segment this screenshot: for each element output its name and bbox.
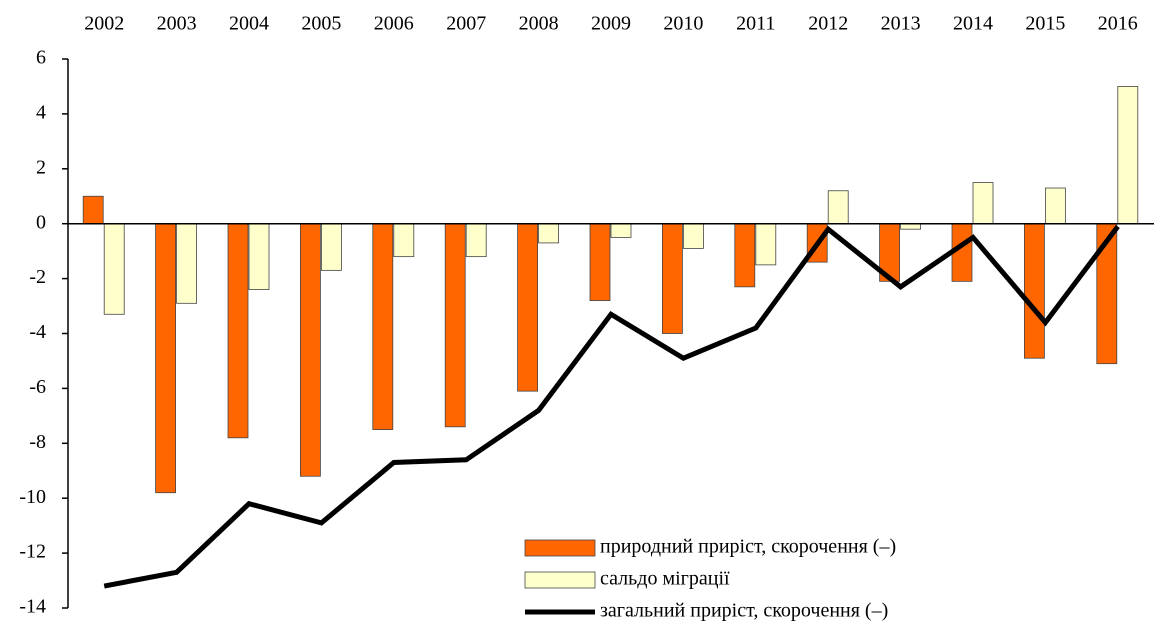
bar [734, 223, 756, 288]
bar [517, 223, 538, 392]
x-tick-label: 2007 [446, 13, 486, 35]
y-tick-label: 4 [36, 101, 46, 123]
y-tick-label: 6 [36, 47, 46, 69]
bar [155, 223, 177, 494]
bar [900, 223, 921, 230]
legend-label: природний приріст, скорочення (–) [600, 536, 896, 558]
legend-label: сальдо міграції [600, 568, 730, 590]
bar [683, 223, 704, 249]
x-tick-label: 2014 [953, 13, 993, 35]
bar [1024, 223, 1045, 359]
x-tick-label: 2010 [663, 13, 703, 35]
line [103, 224, 1120, 589]
y-tick-label: -6 [29, 376, 46, 398]
y-tick-label: -4 [29, 321, 46, 343]
bar [1117, 86, 1139, 225]
y-tick-label: -10 [19, 486, 46, 508]
bar [465, 223, 487, 258]
y-tick-label: 2 [36, 156, 46, 178]
x-tick-label: 2005 [301, 13, 341, 35]
bar [176, 223, 198, 304]
x-tick-label: 2016 [1098, 13, 1138, 35]
bar [82, 195, 104, 225]
y-tick-label: -12 [19, 541, 46, 563]
bar [972, 182, 994, 225]
x-tick-label: 2003 [157, 13, 197, 35]
bar [610, 223, 632, 238]
bar [444, 223, 466, 428]
bar [589, 223, 611, 301]
legend-label: загальний приріст, скорочення (–) [600, 600, 888, 622]
bar [662, 223, 683, 334]
legend-swatch [524, 539, 596, 557]
x-tick-label: 2008 [519, 13, 559, 35]
bar [755, 223, 777, 266]
bar [103, 223, 125, 315]
bar [372, 223, 394, 430]
x-tick-label: 2013 [881, 13, 921, 35]
bar [299, 223, 321, 477]
bar [248, 223, 270, 290]
bar [1045, 187, 1066, 225]
x-tick-label: 2006 [374, 13, 414, 35]
bar [393, 223, 415, 258]
x-tick-label: 2002 [84, 13, 124, 35]
x-tick-label: 2012 [808, 13, 848, 35]
legend-swatch [524, 571, 596, 589]
bar [827, 190, 849, 225]
x-tick-label: 2009 [591, 13, 631, 35]
y-tick-label: -14 [19, 596, 46, 618]
y-tick-label: -2 [29, 266, 46, 288]
x-tick-label: 2011 [736, 13, 775, 35]
y-tick-label: -8 [29, 431, 46, 453]
bar [227, 223, 249, 439]
x-tick-label: 2004 [229, 13, 269, 35]
bar [538, 223, 559, 244]
x-tick-label: 2015 [1025, 13, 1065, 35]
y-tick-label: 0 [36, 211, 46, 233]
bar [320, 223, 342, 271]
